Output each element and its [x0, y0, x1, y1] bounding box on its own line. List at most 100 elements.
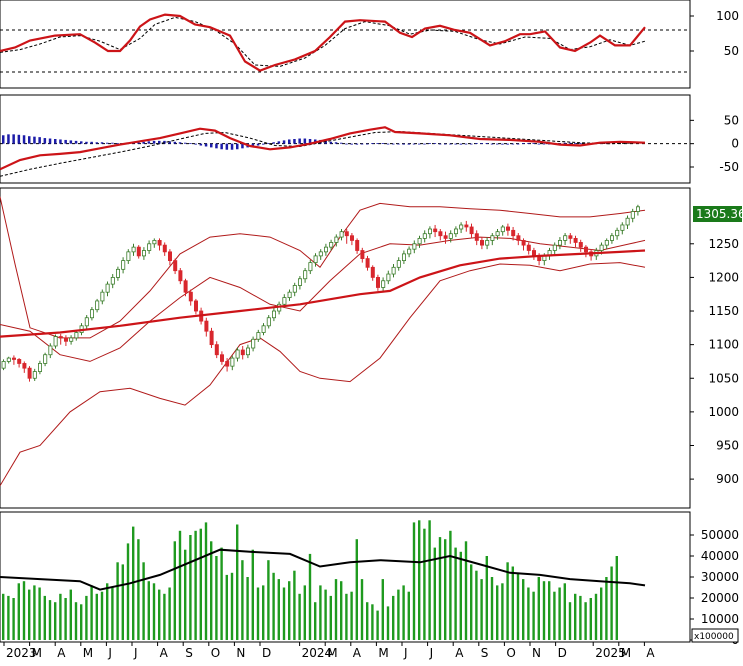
volume-bar — [480, 579, 483, 640]
y-tick-label: 1250 — [708, 237, 739, 251]
volume-bar — [397, 589, 400, 640]
macd-histogram-bar — [397, 143, 400, 145]
macd-histogram-bar — [215, 143, 218, 149]
volume-bar — [459, 551, 462, 640]
macd-histogram-bar — [59, 139, 62, 144]
candle-body — [48, 345, 53, 356]
volume-bar — [33, 585, 36, 640]
candle-body — [183, 280, 188, 293]
volume-bar — [490, 577, 494, 640]
candle-body — [552, 244, 557, 251]
y-tick-label: 10000 — [701, 612, 739, 626]
candle-body — [615, 229, 620, 237]
candle-body — [209, 330, 214, 346]
volume-bar — [324, 589, 327, 640]
macd-histogram-bar — [386, 143, 390, 145]
x-tick-label: D — [558, 646, 567, 660]
y-tick-label: 950 — [716, 438, 739, 452]
volume-bar — [574, 593, 577, 640]
y-tick-label: 40000 — [701, 549, 739, 563]
candle-body — [349, 235, 354, 241]
macd-histogram-bar — [256, 143, 260, 146]
macd-histogram-bar — [168, 141, 171, 144]
volume-bar — [199, 528, 202, 640]
macd-histogram-bar — [496, 143, 499, 145]
macd-histogram-bar — [69, 140, 73, 144]
volume-bar — [454, 547, 457, 640]
candle-body — [100, 291, 105, 302]
candle-body — [147, 243, 152, 251]
candle-body — [604, 240, 609, 246]
candle-body — [235, 349, 240, 359]
volume-bar — [610, 566, 613, 640]
candle-body — [84, 317, 89, 327]
macd-histogram-bar — [12, 134, 15, 144]
volume-bar — [246, 577, 249, 640]
volume-bar — [7, 595, 10, 640]
volume-bar — [74, 602, 78, 640]
x-tick-label: 2023 — [6, 646, 37, 660]
candle-body — [620, 224, 625, 231]
macd-histogram-bar — [100, 142, 104, 144]
volume-unit-box — [691, 628, 739, 643]
y-tick-label: 50 — [724, 113, 739, 127]
x-tick-label: O — [506, 646, 515, 660]
volume-bar — [532, 591, 535, 640]
volume-bar — [210, 541, 213, 640]
volume-bar — [189, 535, 192, 640]
x-tick-label: 2025 — [595, 646, 626, 660]
macd-histogram-bar — [371, 143, 374, 144]
macd-histogram-bar — [334, 142, 338, 144]
candle-body — [95, 300, 100, 311]
candle-body — [167, 251, 172, 261]
macd-histogram-bar — [106, 142, 109, 144]
candle-body — [370, 266, 375, 278]
volume-bar — [225, 574, 228, 640]
candle-body — [323, 246, 328, 253]
macd-histogram-bar — [173, 141, 177, 144]
volume-bar — [251, 549, 254, 640]
volume-bar — [329, 595, 332, 640]
x-tick-label: A — [353, 646, 362, 660]
macd-histogram-bar — [459, 143, 463, 145]
volume-bar — [116, 562, 119, 640]
macd-histogram-bar — [38, 137, 41, 144]
volume-bar — [506, 562, 509, 640]
macd-histogram-bar — [95, 142, 99, 144]
candle-body — [121, 260, 126, 270]
macd-histogram-bar — [142, 141, 145, 144]
candle-body — [27, 367, 32, 379]
macd-frame — [0, 94, 691, 184]
y-tick-label: 30000 — [701, 570, 739, 584]
macd-histogram-bar — [506, 143, 509, 145]
volume-bar — [69, 589, 72, 640]
candle-body — [141, 250, 146, 257]
macd-histogram-bar — [407, 143, 411, 145]
volume-bar — [475, 570, 478, 640]
price-frame — [0, 187, 691, 509]
volume-bar — [381, 579, 384, 640]
candle-body — [578, 242, 583, 248]
macd-line — [0, 126, 646, 171]
volume-bar — [64, 598, 67, 640]
candle-body — [401, 253, 406, 261]
macd-histogram-bar — [470, 143, 473, 145]
candle-body — [438, 231, 443, 237]
macd-histogram-bar — [277, 141, 281, 144]
candle-body — [584, 246, 589, 253]
volume-bar — [59, 593, 62, 640]
volume-bar — [106, 583, 109, 640]
last-price-label: 1305.360 — [696, 207, 743, 221]
macd-panel: 50 0 -50 — [0, 94, 739, 184]
macd-histogram-bar — [381, 143, 385, 144]
candle-body — [152, 240, 157, 245]
macd-histogram-bar — [230, 143, 234, 150]
volume-unit-label: x100000 — [694, 632, 734, 642]
macd-histogram-bar — [80, 141, 83, 144]
macd-histogram-bar — [189, 143, 192, 144]
macd-histogram-bar — [241, 143, 244, 149]
candle-body — [1, 361, 6, 369]
volume-bar — [334, 579, 338, 640]
candle-body — [563, 235, 568, 241]
macd-histogram-bar — [501, 143, 504, 145]
